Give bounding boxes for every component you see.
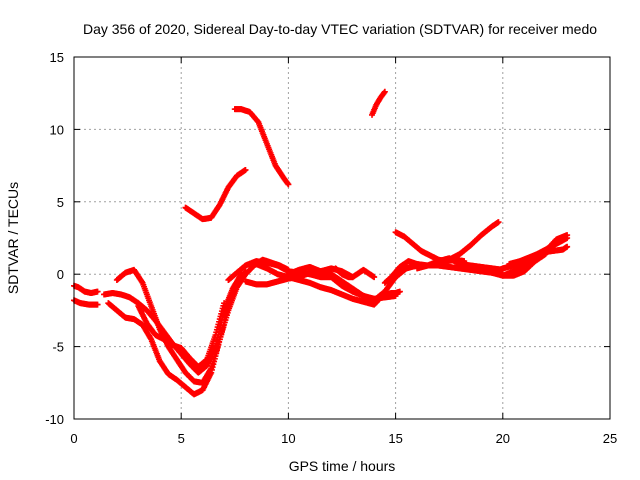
x-tick-label: 20 bbox=[496, 431, 510, 446]
data-point bbox=[221, 300, 228, 307]
y-axis-label: SDTVAR / TECUs bbox=[5, 182, 21, 294]
data-point bbox=[349, 274, 356, 281]
series-arc-7 bbox=[182, 166, 249, 223]
x-tick-label: 25 bbox=[603, 431, 617, 446]
y-tick-label: 10 bbox=[50, 122, 64, 137]
data-point bbox=[242, 166, 249, 173]
data-point bbox=[94, 301, 101, 308]
data-point bbox=[285, 181, 292, 188]
series-arc-8 bbox=[231, 106, 292, 188]
series-arc-5 bbox=[105, 268, 249, 398]
data-points bbox=[71, 88, 571, 398]
y-tick-label: 5 bbox=[57, 195, 64, 210]
series-arc-1 bbox=[71, 282, 101, 297]
series-arc-6 bbox=[135, 300, 228, 370]
data-point bbox=[396, 288, 403, 295]
y-tick-label: -10 bbox=[45, 412, 64, 427]
x-tick-label: 0 bbox=[70, 431, 77, 446]
y-tick-label: 0 bbox=[57, 267, 64, 282]
data-point bbox=[564, 232, 571, 239]
series-arc-20 bbox=[384, 288, 403, 298]
data-point bbox=[242, 268, 249, 275]
data-point bbox=[461, 258, 468, 265]
x-axis-label: GPS time / hours bbox=[289, 458, 396, 474]
y-tick-label: -5 bbox=[52, 340, 64, 355]
series-arc-21 bbox=[332, 265, 356, 281]
axis-ticks: 0 5 10 15 20 25 -10 -5 0 5 10 15 bbox=[45, 50, 617, 446]
plot-frame bbox=[73, 56, 611, 420]
series-arc-16 bbox=[414, 219, 502, 272]
data-point bbox=[381, 88, 388, 95]
chart-title: Day 356 of 2020, Sidereal Day-to-day VTE… bbox=[83, 21, 597, 37]
series-arc-12 bbox=[253, 261, 388, 308]
x-tick-label: 10 bbox=[281, 431, 295, 446]
series-arc-9 bbox=[369, 88, 388, 118]
data-point bbox=[564, 243, 571, 250]
y-tick-label: 15 bbox=[50, 50, 64, 65]
x-tick-label: 5 bbox=[178, 431, 185, 446]
data-point bbox=[495, 219, 502, 226]
data-point bbox=[94, 288, 101, 295]
x-tick-label: 15 bbox=[388, 431, 402, 446]
data-point bbox=[371, 274, 378, 281]
series-arc-19 bbox=[506, 243, 571, 268]
